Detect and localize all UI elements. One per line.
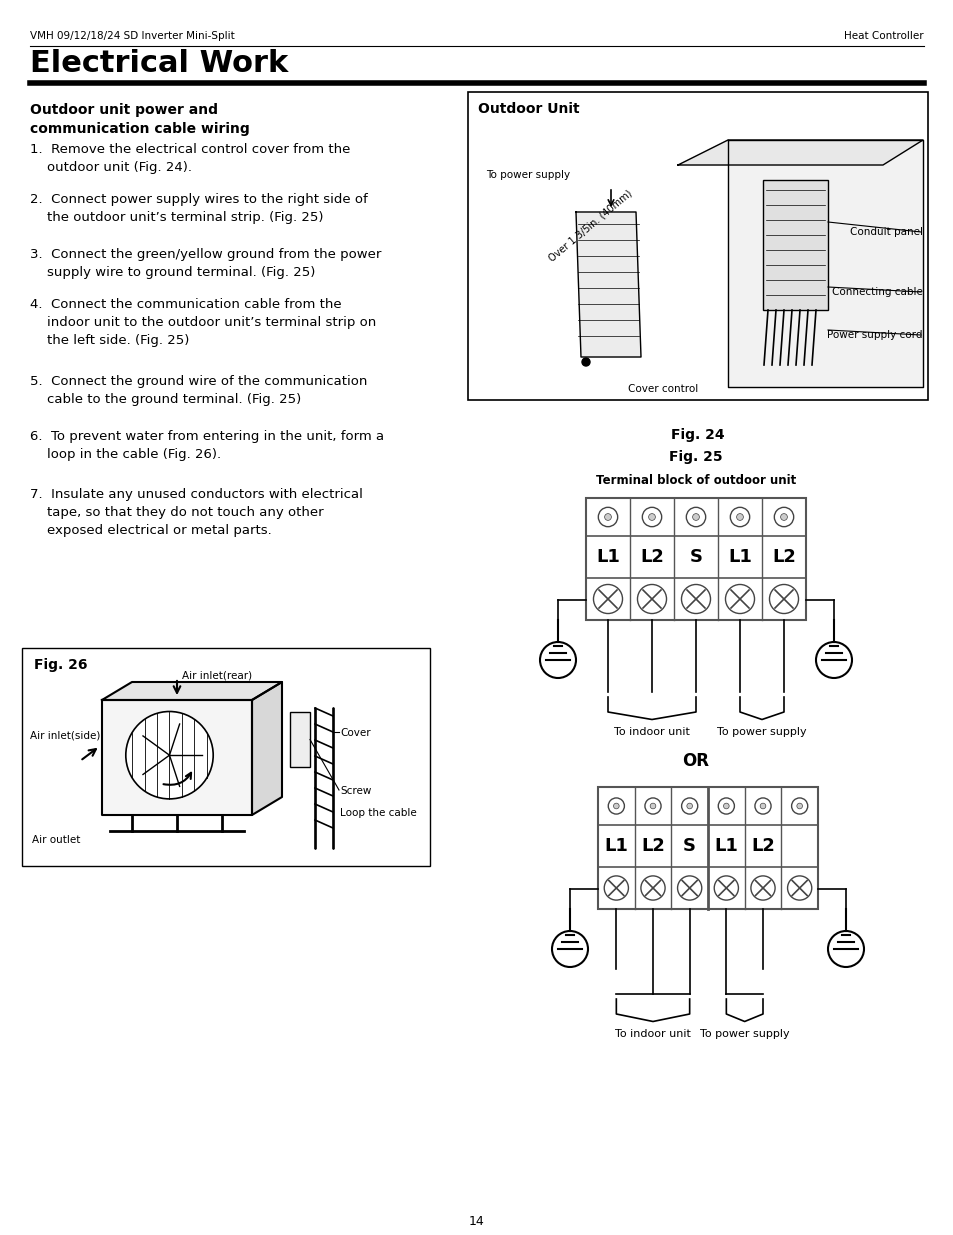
Text: L1: L1 (714, 837, 738, 855)
Text: Connecting cable: Connecting cable (831, 287, 923, 296)
Text: 1.  Remove the electrical control cover from the
    outdoor unit (Fig. 24).: 1. Remove the electrical control cover f… (30, 143, 350, 174)
Circle shape (736, 514, 742, 520)
Text: L2: L2 (771, 548, 795, 566)
Circle shape (791, 798, 807, 814)
Circle shape (780, 514, 786, 520)
Text: Air outlet: Air outlet (32, 835, 80, 845)
Text: Electrical Work: Electrical Work (30, 49, 288, 78)
Circle shape (613, 803, 618, 809)
Circle shape (648, 514, 655, 520)
Circle shape (718, 798, 734, 814)
Polygon shape (102, 700, 252, 815)
Circle shape (750, 876, 774, 900)
Circle shape (608, 798, 624, 814)
Text: L1: L1 (604, 837, 628, 855)
Text: 7.  Insulate any unused conductors with electrical
    tape, so that they do not: 7. Insulate any unused conductors with e… (30, 488, 362, 537)
Circle shape (724, 584, 754, 614)
Text: L2: L2 (640, 837, 664, 855)
Circle shape (815, 642, 851, 678)
Text: Loop the cable: Loop the cable (339, 808, 416, 818)
Circle shape (774, 508, 793, 526)
Text: Fig. 24: Fig. 24 (671, 429, 724, 442)
Polygon shape (576, 212, 640, 357)
Text: Cover control: Cover control (627, 384, 698, 394)
Circle shape (680, 798, 697, 814)
Text: Cover: Cover (339, 727, 370, 739)
Text: S: S (682, 837, 696, 855)
Circle shape (680, 584, 710, 614)
Circle shape (827, 931, 863, 967)
Text: 5.  Connect the ground wire of the communication
    cable to the ground termina: 5. Connect the ground wire of the commun… (30, 375, 367, 406)
Circle shape (730, 508, 749, 526)
Text: Conduit panel: Conduit panel (849, 227, 923, 237)
Bar (468, 91, 927, 400)
Circle shape (787, 876, 811, 900)
Text: L1: L1 (727, 548, 751, 566)
Circle shape (796, 803, 801, 809)
Circle shape (593, 584, 622, 614)
Text: To power supply: To power supply (717, 727, 806, 737)
Circle shape (769, 584, 798, 614)
Circle shape (677, 876, 701, 900)
Text: Screw: Screw (339, 785, 371, 797)
Circle shape (126, 711, 213, 799)
Circle shape (603, 876, 628, 900)
Text: Air inlet(side): Air inlet(side) (30, 730, 100, 740)
Text: Outdoor Unit: Outdoor Unit (477, 103, 579, 116)
Text: To power supply: To power supply (485, 170, 570, 180)
Bar (762, 180, 827, 310)
Text: Over 1 3/5in. (40mm): Over 1 3/5in. (40mm) (546, 189, 634, 264)
Circle shape (598, 508, 617, 526)
Circle shape (685, 508, 705, 526)
Circle shape (692, 514, 699, 520)
Circle shape (760, 803, 765, 809)
Text: Fig. 25: Fig. 25 (668, 450, 722, 464)
Text: To indoor unit: To indoor unit (614, 727, 689, 737)
Text: L2: L2 (750, 837, 774, 855)
Text: Heat Controller: Heat Controller (843, 31, 923, 41)
Text: OR: OR (681, 752, 709, 769)
Bar (598, 787, 817, 909)
Circle shape (650, 803, 655, 809)
Circle shape (714, 876, 738, 900)
Circle shape (641, 508, 661, 526)
Text: To power supply: To power supply (700, 1029, 789, 1039)
Circle shape (581, 358, 589, 366)
Polygon shape (102, 682, 282, 700)
Text: 14: 14 (469, 1215, 484, 1228)
Text: S: S (689, 548, 701, 566)
Circle shape (637, 584, 666, 614)
Text: 6.  To prevent water from entering in the unit, form a
    loop in the cable (Fi: 6. To prevent water from entering in the… (30, 430, 384, 461)
Text: Terminal block of outdoor unit: Terminal block of outdoor unit (596, 474, 796, 487)
Circle shape (604, 514, 611, 520)
Text: To indoor unit: To indoor unit (615, 1029, 690, 1039)
Text: Air inlet(rear): Air inlet(rear) (182, 671, 252, 680)
Bar (22, 648, 430, 866)
Text: 2.  Connect power supply wires to the right side of
    the outdoor unit’s termi: 2. Connect power supply wires to the rig… (30, 193, 367, 224)
Text: VMH 09/12/18/24 SD Inverter Mini-Split: VMH 09/12/18/24 SD Inverter Mini-Split (30, 31, 234, 41)
Circle shape (552, 931, 587, 967)
Text: Fig. 26: Fig. 26 (34, 658, 88, 672)
Polygon shape (727, 140, 923, 387)
Bar (290, 713, 310, 767)
Text: Outdoor unit power and
communication cable wiring: Outdoor unit power and communication cab… (30, 103, 250, 137)
Circle shape (539, 642, 576, 678)
Polygon shape (252, 682, 282, 815)
Text: L1: L1 (596, 548, 619, 566)
Circle shape (640, 876, 664, 900)
Polygon shape (678, 140, 923, 165)
Circle shape (644, 798, 660, 814)
Text: Power supply cord: Power supply cord (826, 330, 923, 340)
Text: L2: L2 (639, 548, 663, 566)
Circle shape (686, 803, 692, 809)
Text: 3.  Connect the green/yellow ground from the power
    supply wire to ground ter: 3. Connect the green/yellow ground from … (30, 248, 381, 279)
Circle shape (754, 798, 770, 814)
Text: 4.  Connect the communication cable from the
    indoor unit to the outdoor unit: 4. Connect the communication cable from … (30, 298, 375, 347)
Circle shape (722, 803, 728, 809)
Bar (585, 498, 805, 620)
